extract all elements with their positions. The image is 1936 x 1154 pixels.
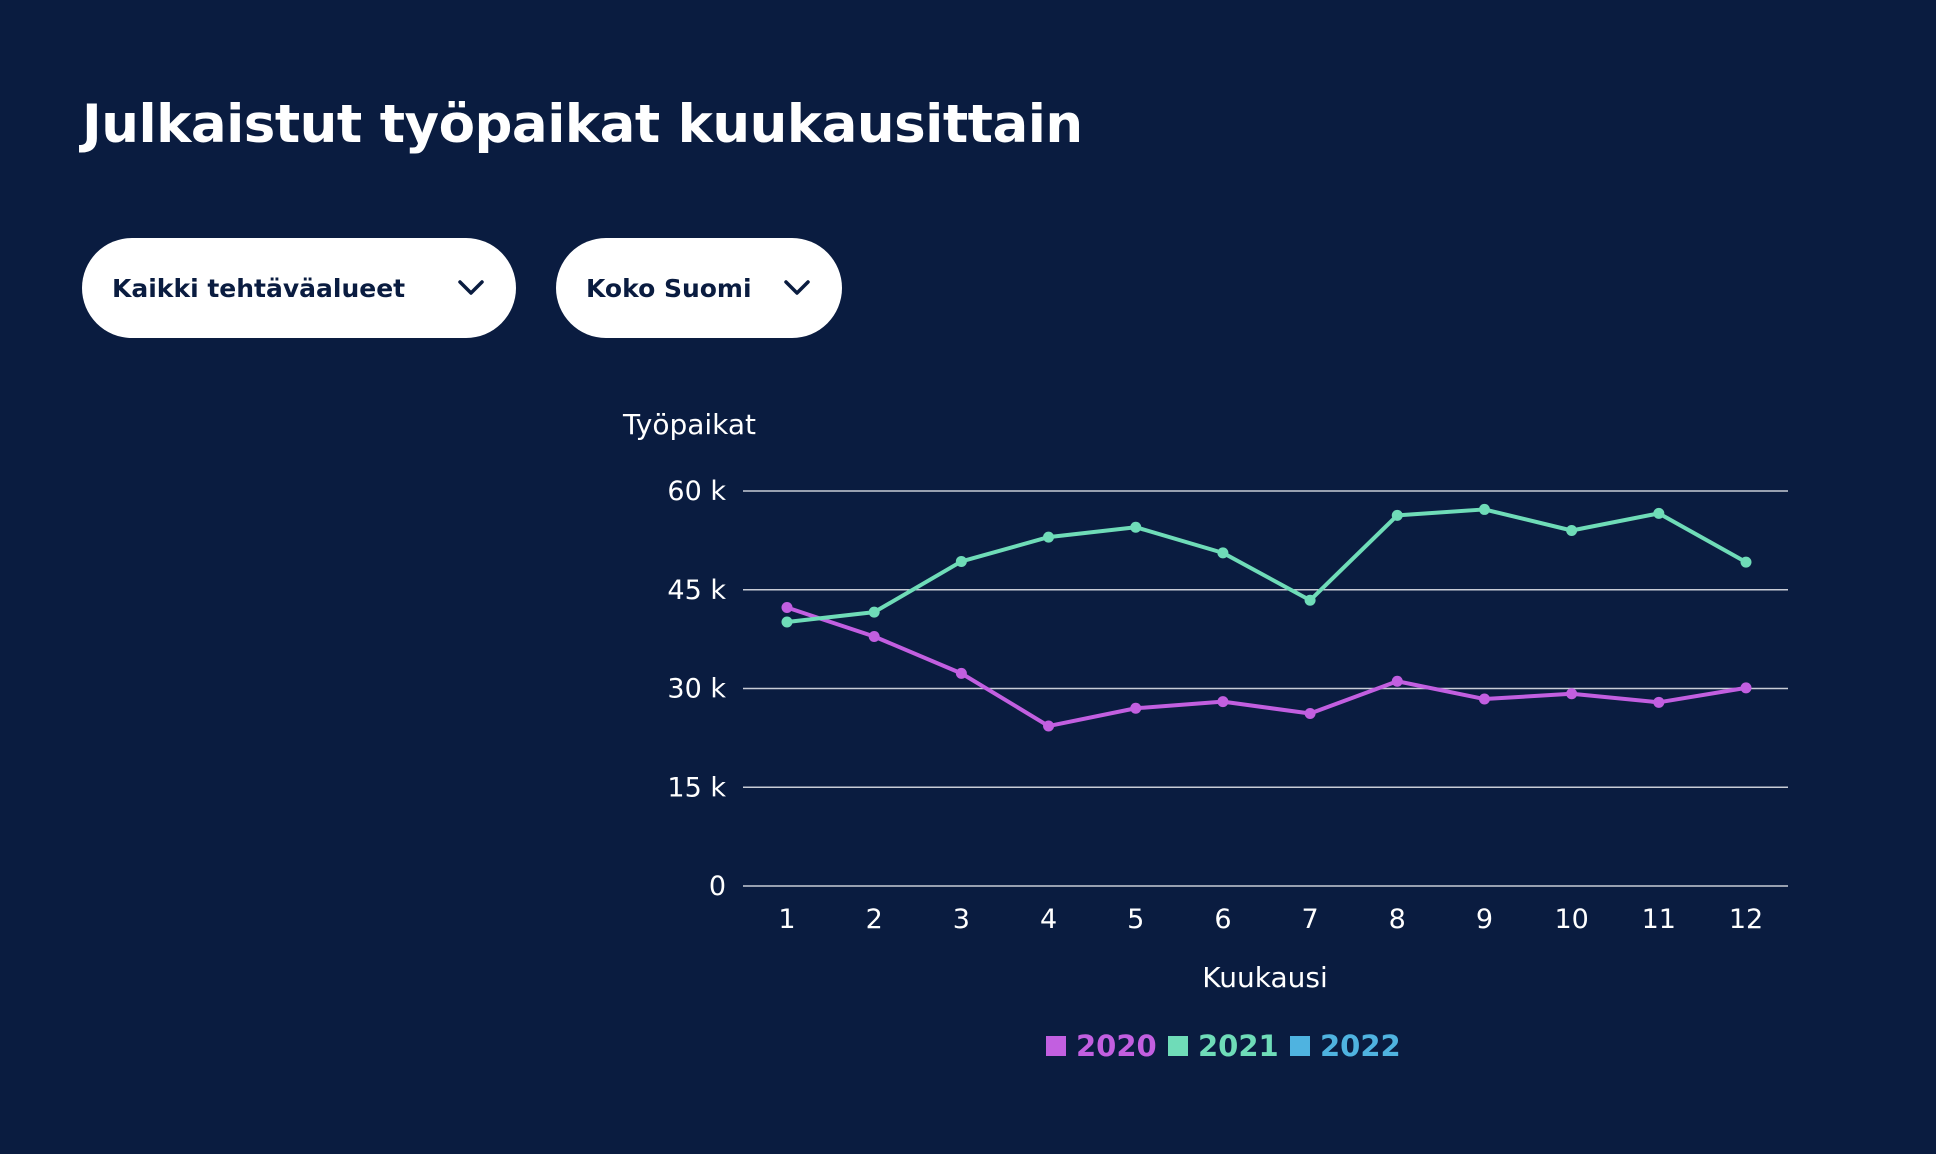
chevron-down-icon (458, 280, 484, 295)
data-point[interactable] (781, 602, 793, 614)
data-point[interactable] (955, 555, 967, 567)
x-tick-label: 1 (778, 904, 795, 935)
data-point[interactable] (1130, 521, 1142, 533)
series-2021 (781, 503, 1752, 628)
y-tick-label: 60 k (667, 476, 726, 507)
series-2020 (781, 602, 1752, 732)
x-tick-label: 11 (1642, 904, 1676, 935)
data-point[interactable] (1043, 531, 1055, 543)
x-tick-label: 4 (1040, 904, 1057, 935)
series-line (785, 605, 1748, 729)
y-tick-label: 45 k (667, 575, 726, 606)
legend-swatch (1168, 1036, 1188, 1056)
data-point[interactable] (1740, 556, 1752, 568)
data-point[interactable] (1217, 547, 1229, 559)
series-line (785, 507, 1748, 625)
data-point[interactable] (781, 616, 793, 628)
page-title: Julkaistut työpaikat kuukausittain (82, 94, 1083, 155)
data-point[interactable] (1304, 708, 1316, 720)
x-tick-label: 3 (953, 904, 970, 935)
data-point[interactable] (868, 606, 880, 618)
chevron-down-icon (784, 280, 810, 295)
y-axis-ticks: 0 15 k 30 k 45 k 60 k (667, 476, 726, 902)
legend: 2020 2021 2022 (1046, 1029, 1401, 1063)
x-tick-label: 8 (1389, 904, 1406, 935)
data-point[interactable] (1217, 696, 1229, 708)
region-dropdown-label: Koko Suomi (586, 273, 752, 303)
data-point[interactable] (1566, 688, 1578, 700)
data-point[interactable] (1653, 696, 1665, 708)
y-axis-title: Työpaikat (622, 408, 756, 441)
task-area-dropdown[interactable]: Kaikki tehtäväalueet (82, 238, 516, 338)
data-point[interactable] (868, 630, 880, 642)
series (781, 503, 1752, 732)
data-point[interactable] (1391, 509, 1403, 521)
legend-item-2020[interactable]: 2020 (1046, 1029, 1157, 1063)
data-point[interactable] (1653, 507, 1665, 519)
x-axis-title: Kuukausi (1202, 961, 1327, 994)
task-area-dropdown-label: Kaikki tehtäväalueet (112, 273, 406, 303)
legend-swatch (1046, 1036, 1066, 1056)
grid-lines (743, 490, 1788, 887)
data-point[interactable] (1740, 682, 1752, 694)
x-tick-label: 2 (866, 904, 883, 935)
x-tick-label: 9 (1476, 904, 1493, 935)
legend-label: 2021 (1198, 1029, 1279, 1063)
data-point[interactable] (955, 667, 967, 679)
x-tick-label: 10 (1554, 904, 1588, 935)
data-point[interactable] (1478, 503, 1490, 515)
x-tick-label: 5 (1127, 904, 1144, 935)
data-point[interactable] (1478, 693, 1490, 705)
legend-label: 2022 (1320, 1029, 1401, 1063)
data-point[interactable] (1043, 720, 1055, 732)
legend-swatch (1290, 1036, 1310, 1056)
data-point[interactable] (1566, 525, 1578, 536)
legend-item-2022[interactable]: 2022 (1290, 1029, 1401, 1063)
x-axis-ticks: 1 2 3 4 5 6 7 8 9 10 11 12 (778, 904, 1763, 935)
y-tick-label: 0 (709, 871, 726, 902)
region-dropdown[interactable]: Koko Suomi (556, 238, 842, 338)
legend-label: 2020 (1076, 1029, 1157, 1063)
data-point[interactable] (1130, 702, 1142, 714)
legend-item-2021[interactable]: 2021 (1168, 1029, 1279, 1063)
y-tick-label: 30 k (667, 674, 726, 705)
x-tick-label: 12 (1729, 904, 1763, 935)
x-tick-label: 6 (1214, 904, 1231, 935)
data-point[interactable] (1391, 675, 1403, 687)
y-tick-label: 15 k (667, 772, 726, 803)
x-tick-label: 7 (1301, 904, 1318, 935)
data-point[interactable] (1304, 594, 1316, 606)
